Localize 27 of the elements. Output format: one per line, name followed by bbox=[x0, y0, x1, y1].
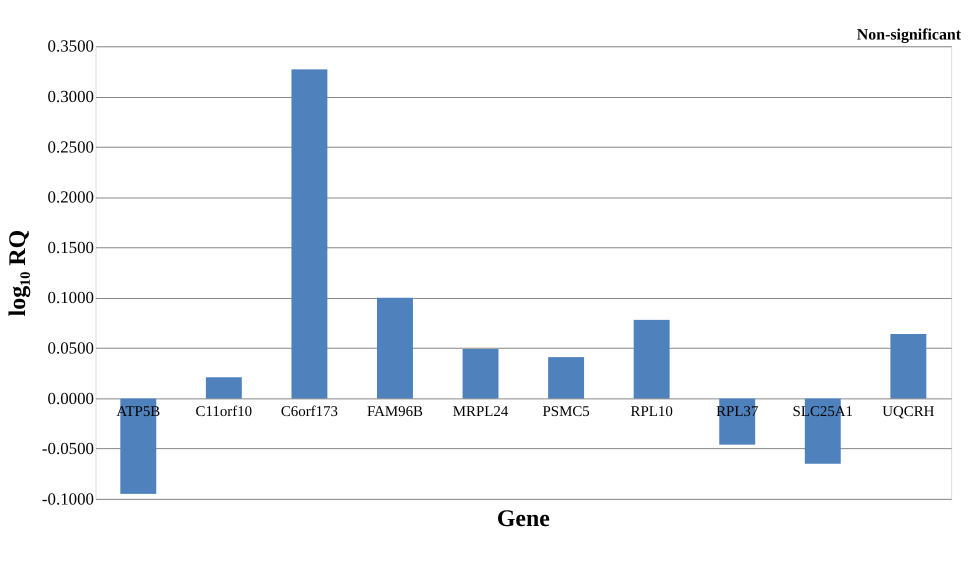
y-tick-label: 0.2000 bbox=[48, 188, 94, 207]
y-axis-title: log₁₀ RQ bbox=[4, 230, 31, 316]
y-tick-label: 0.1000 bbox=[48, 288, 94, 308]
x-tick-label: MRPL24 bbox=[452, 404, 509, 420]
y-tick-label: 0.3500 bbox=[48, 36, 94, 56]
y-tick-label: -0.0500 bbox=[42, 439, 94, 458]
bar bbox=[462, 349, 499, 398]
bar bbox=[890, 334, 926, 398]
x-tick-label: FAM96B bbox=[366, 404, 424, 420]
bar bbox=[548, 357, 584, 398]
y-tick-label: -0.1000 bbox=[42, 489, 94, 508]
y-tick-label: 0.3000 bbox=[48, 87, 94, 106]
x-tick-label: RPL10 bbox=[630, 404, 673, 420]
x-tick-label: C6orf173 bbox=[280, 404, 338, 420]
bar bbox=[291, 69, 328, 398]
y-tick-label: 0.0500 bbox=[48, 338, 94, 358]
x-tick-label: PSMC5 bbox=[542, 404, 590, 420]
bar bbox=[634, 320, 670, 398]
y-tick-label: 0.0000 bbox=[48, 388, 94, 408]
x-tick-label: C11orf10 bbox=[196, 404, 252, 420]
y-tick-label: 0.2500 bbox=[48, 137, 94, 156]
text: Non-significant bbox=[856, 26, 962, 44]
bar bbox=[377, 298, 413, 398]
x-tick-label: UQCRH bbox=[882, 404, 935, 420]
bar bbox=[206, 377, 242, 398]
y-tick-label: 0.1500 bbox=[48, 238, 94, 257]
x-axis-title: Gene bbox=[496, 506, 550, 532]
